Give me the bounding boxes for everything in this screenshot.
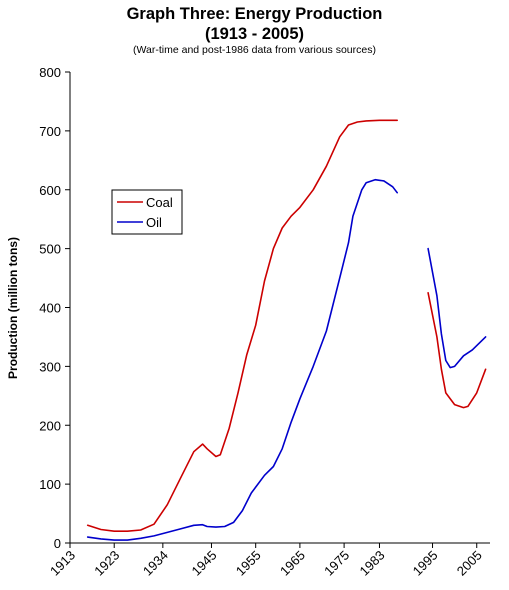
- y-tick-label: 300: [39, 359, 61, 374]
- x-tick-label: 1983: [357, 548, 388, 579]
- axes: [69, 72, 490, 544]
- series-lines: [86, 119, 487, 541]
- x-tick-label: 1923: [91, 548, 122, 579]
- x-axis-ticks: 1913 1923 1934 1945 1955 1965 1975 1983 1995 2005: [47, 543, 485, 579]
- x-tick-label: 1955: [233, 548, 264, 579]
- series-line-coal: [427, 291, 487, 409]
- chart-title-line-2: (1913 - 2005): [204, 25, 305, 43]
- y-tick-label: 0: [54, 536, 61, 551]
- y-axis-label: Production (million tons): [6, 237, 20, 379]
- x-tick-label: 1913: [47, 548, 78, 579]
- y-tick-label: 400: [39, 301, 61, 316]
- y-tick-label: 100: [39, 477, 61, 492]
- y-axis-ticks: 0 100 200 300 400 500 600 700 800: [39, 65, 70, 551]
- series-line-coal: [86, 119, 399, 533]
- legend-label-oil: Oil: [146, 215, 162, 230]
- y-tick-label: 600: [39, 183, 61, 198]
- legend: Coal Oil: [111, 189, 183, 235]
- x-tick-label: 2005: [454, 548, 485, 579]
- y-tick-label: 200: [39, 418, 61, 433]
- x-tick-label: 1975: [321, 548, 352, 579]
- chart-title-line-1: Graph Three: Energy Production: [126, 5, 383, 23]
- y-tick-label: 700: [39, 124, 61, 139]
- series-line-oil: [427, 247, 487, 369]
- y-tick-label: 800: [39, 65, 61, 80]
- x-tick-label: 1945: [189, 548, 220, 579]
- chart-title: Graph Three: Energy Production (1913 - 2…: [0, 4, 509, 44]
- series-line-oil: [86, 178, 399, 541]
- x-tick-label: 1995: [410, 548, 441, 579]
- y-tick-label: 500: [39, 242, 61, 257]
- x-tick-label: 1965: [277, 548, 308, 579]
- legend-box: [111, 189, 183, 235]
- x-tick-label: 1934: [140, 548, 171, 579]
- legend-label-coal: Coal: [146, 195, 173, 210]
- chart-subtitle: (War-time and post-1986 data from variou…: [133, 44, 376, 56]
